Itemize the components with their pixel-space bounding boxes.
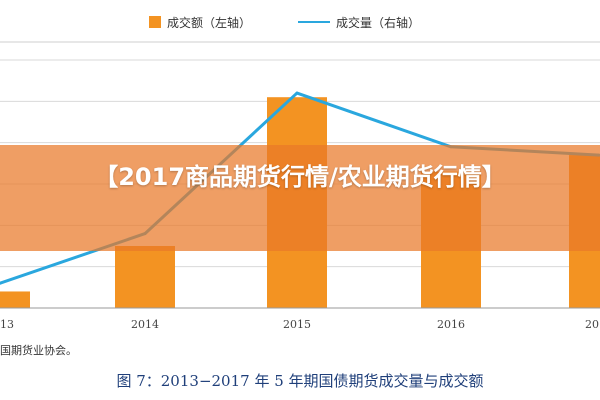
legend-bar-swatch bbox=[149, 16, 161, 28]
x-tick-label: 2017 bbox=[585, 318, 600, 331]
legend: 成交额（左轴） 成交量（右轴） bbox=[149, 15, 420, 30]
overlay-title: 【2017商品期货行情/农业期货行情】 bbox=[94, 163, 506, 191]
legend-line-label: 成交量（右轴） bbox=[336, 15, 420, 30]
volume-point-2013 bbox=[0, 281, 2, 285]
x-tick-label: 2013 bbox=[0, 318, 14, 331]
x-tick-label: 2016 bbox=[437, 318, 465, 331]
source-note: 国期货业协会。 bbox=[0, 343, 77, 357]
x-tick-label: 2014 bbox=[131, 318, 159, 331]
x-axis-ticks: 2013 2014 2015 2016 2017 bbox=[0, 307, 600, 331]
bar-2013 bbox=[0, 291, 30, 308]
volume-point-2015 bbox=[295, 91, 299, 95]
overlay-banner bbox=[0, 145, 600, 251]
figure-caption: 图 7：2013−2017 年 5 年期国债期货成交量与成交额 bbox=[116, 372, 483, 390]
legend-bar-label: 成交额（左轴） bbox=[167, 15, 251, 30]
x-tick-label: 2015 bbox=[283, 318, 311, 331]
bar-2014 bbox=[115, 246, 175, 308]
